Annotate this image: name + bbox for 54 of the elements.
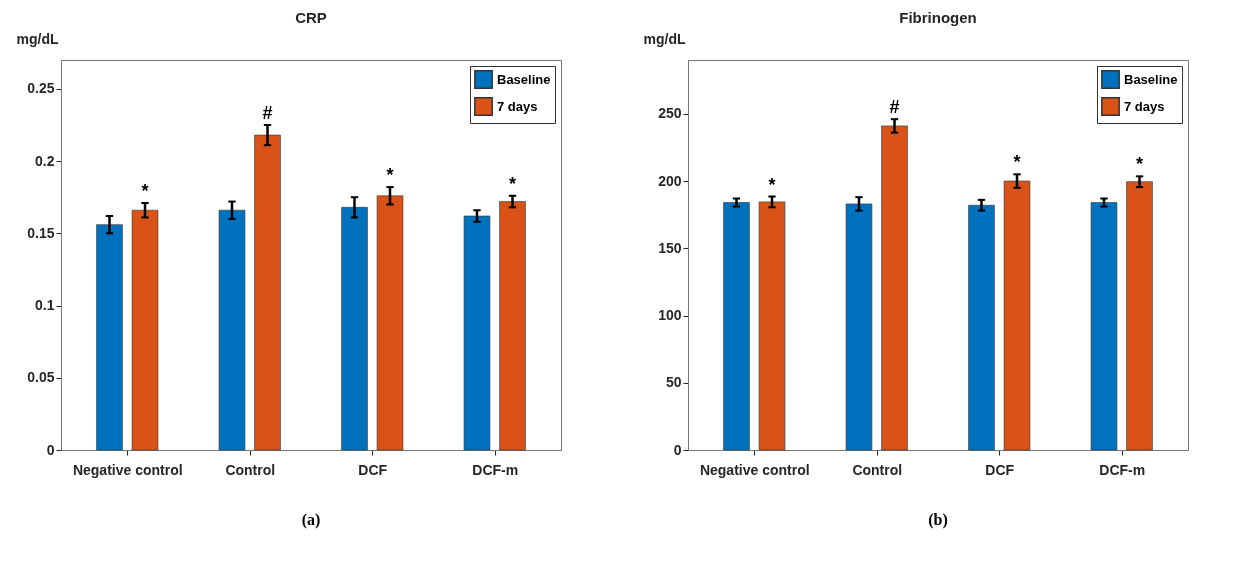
x-tick-label: DCF [985,461,1015,478]
bar [96,224,123,451]
y-tick-label: 0.25 [27,80,55,97]
bar [341,207,368,451]
bar [499,201,526,451]
bar [1003,180,1031,451]
y-tick-label: 0.1 [35,297,55,314]
annotation: * [1013,152,1021,173]
x-tick-label: Control [852,461,903,478]
chart-title: Fibrinogen [899,9,977,26]
bar [218,209,246,451]
annotation: * [509,173,517,194]
text: (a) [301,511,321,529]
bar [881,125,908,451]
bar [254,134,281,451]
bar [376,195,404,451]
y-tick-label: 50 [665,374,682,391]
annotation: * [768,174,776,195]
x-tick-label: Control [225,461,276,478]
y-tick-label: 0 [46,441,55,458]
bar [131,209,159,451]
bar [845,203,873,451]
bar [968,204,995,451]
legend-label: Baseline [497,71,551,87]
x-tick-label: DCF-m [472,461,519,478]
x-tick-label: DCF [358,461,388,478]
y-tick-label: 200 [658,172,682,189]
y-axis-title: mg/dL [16,30,59,47]
legend-label: 7 days [1124,98,1165,114]
y-tick-label: 0 [673,441,682,458]
bar [463,215,491,451]
y-axis-title: mg/dL [643,30,686,47]
legend-label: Baseline [1124,71,1178,87]
y-tick-label: 0.05 [27,369,55,386]
annotation: * [386,165,394,186]
chart-title: CRP [295,9,327,26]
bar [1126,181,1153,451]
x-tick-label: Negative control [72,461,183,478]
bar [723,202,750,451]
x-tick-label: DCF-m [1099,461,1146,478]
legend-label: 7 days [497,98,538,114]
annotation: * [1136,154,1144,175]
bar [1090,202,1118,451]
bar [758,201,786,451]
annotation: # [889,97,900,118]
text: (b) [928,511,948,529]
y-tick-label: 150 [658,239,682,256]
annotation: # [262,103,273,123]
y-tick-label: 100 [658,307,682,324]
x-tick-label: Negative control [699,461,810,478]
y-tick-label: 0.15 [27,224,55,241]
annotation: * [141,181,149,201]
y-tick-label: 0.2 [35,152,55,169]
y-tick-label: 250 [658,105,682,122]
